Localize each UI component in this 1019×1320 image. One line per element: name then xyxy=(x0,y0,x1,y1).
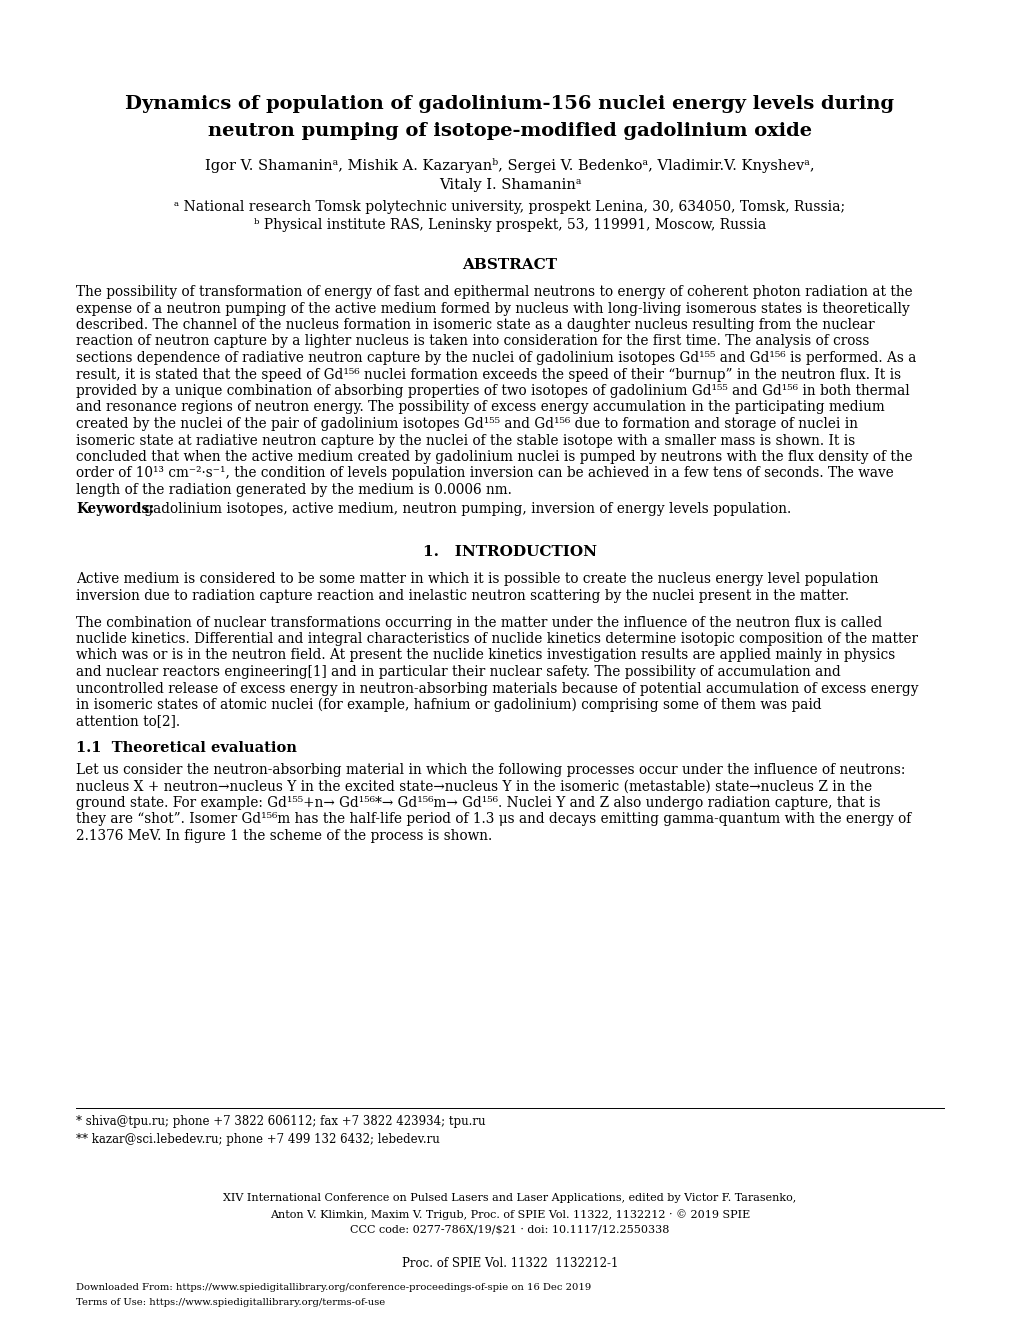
Text: The combination of nuclear transformations occurring in the matter under the inf: The combination of nuclear transformatio… xyxy=(76,615,881,630)
Text: ABSTRACT: ABSTRACT xyxy=(462,257,557,272)
Text: isomeric state at radiative neutron capture by the nuclei of the stable isotope : isomeric state at radiative neutron capt… xyxy=(76,433,854,447)
Text: nuclide kinetics. Differential and integral characteristics of nuclide kinetics : nuclide kinetics. Differential and integ… xyxy=(76,632,917,645)
Text: sections dependence of radiative neutron capture by the nuclei of gadolinium iso: sections dependence of radiative neutron… xyxy=(76,351,915,366)
Text: inversion due to radiation capture reaction and inelastic neutron scattering by : inversion due to radiation capture react… xyxy=(76,589,848,603)
Text: CCC code: 0277-786X/19/$21 · doi: 10.1117/12.2550338: CCC code: 0277-786X/19/$21 · doi: 10.111… xyxy=(350,1225,669,1236)
Text: Downloaded From: https://www.spiedigitallibrary.org/conference-proceedings-of-sp: Downloaded From: https://www.spiedigital… xyxy=(76,1283,591,1292)
Text: described. The channel of the nucleus formation in isomeric state as a daughter : described. The channel of the nucleus fo… xyxy=(76,318,873,333)
Text: Anton V. Klimkin, Maxim V. Trigub, Proc. of SPIE Vol. 11322, 1132212 · © 2019 SP: Anton V. Klimkin, Maxim V. Trigub, Proc.… xyxy=(270,1209,749,1220)
Text: ** kazar@sci.lebedev.ru; phone +7 499 132 6432; lebedev.ru: ** kazar@sci.lebedev.ru; phone +7 499 13… xyxy=(76,1133,439,1146)
Text: in isomeric states of atomic nuclei (for example, hafnium or gadolinium) compris: in isomeric states of atomic nuclei (for… xyxy=(76,698,821,713)
Text: ground state. For example: Gd¹⁵⁵+n→ Gd¹⁵⁶*→ Gd¹⁵⁶m→ Gd¹⁵⁶. Nuclei Y and Z also u: ground state. For example: Gd¹⁵⁵+n→ Gd¹⁵… xyxy=(76,796,879,810)
Text: 1.   INTRODUCTION: 1. INTRODUCTION xyxy=(423,544,596,558)
Text: XIV International Conference on Pulsed Lasers and Laser Applications, edited by : XIV International Conference on Pulsed L… xyxy=(223,1193,796,1203)
Text: The possibility of transformation of energy of fast and epithermal neutrons to e: The possibility of transformation of ene… xyxy=(76,285,912,300)
Text: uncontrolled release of excess energy in neutron-absorbing materials because of : uncontrolled release of excess energy in… xyxy=(76,681,917,696)
Text: attention to[2].: attention to[2]. xyxy=(76,714,180,729)
Text: and resonance regions of neutron energy. The possibility of excess energy accumu: and resonance regions of neutron energy.… xyxy=(76,400,883,414)
Text: created by the nuclei of the pair of gadolinium isotopes Gd¹⁵⁵ and Gd¹⁵⁶ due to : created by the nuclei of the pair of gad… xyxy=(76,417,857,432)
Text: 1.1  Theoretical evaluation: 1.1 Theoretical evaluation xyxy=(76,741,297,755)
Text: they are “shot”. Isomer Gd¹⁵⁶m has the half-life period of 1.3 μs and decays emi: they are “shot”. Isomer Gd¹⁵⁶m has the h… xyxy=(76,813,910,826)
Text: Active medium is considered to be some matter in which it is possible to create : Active medium is considered to be some m… xyxy=(76,573,877,586)
Text: concluded that when the active medium created by gadolinium nuclei is pumped by : concluded that when the active medium cr… xyxy=(76,450,912,465)
Text: neutron pumping of isotope-modified gadolinium oxide: neutron pumping of isotope-modified gado… xyxy=(208,121,811,140)
Text: Keywords:: Keywords: xyxy=(76,503,154,516)
Text: Dynamics of population of gadolinium-156 nuclei energy levels during: Dynamics of population of gadolinium-156… xyxy=(125,95,894,114)
Text: ᵃ National research Tomsk polytechnic university, prospekt Lenina, 30, 634050, T: ᵃ National research Tomsk polytechnic un… xyxy=(174,201,845,214)
Text: ᵇ Physical institute RAS, Leninsky prospekt, 53, 119991, Moscow, Russia: ᵇ Physical institute RAS, Leninsky prosp… xyxy=(254,218,765,232)
Text: and nuclear reactors engineering[1] and in particular their nuclear safety. The : and nuclear reactors engineering[1] and … xyxy=(76,665,840,678)
Text: 2.1376 MeV. In figure 1 the scheme of the process is shown.: 2.1376 MeV. In figure 1 the scheme of th… xyxy=(76,829,492,843)
Text: Terms of Use: https://www.spiedigitallibrary.org/terms-of-use: Terms of Use: https://www.spiedigitallib… xyxy=(76,1298,385,1307)
Text: expense of a neutron pumping of the active medium formed by nucleus with long-li: expense of a neutron pumping of the acti… xyxy=(76,301,909,315)
Text: Igor V. Shamaninᵃ, Mishik A. Kazaryanᵇ, Sergei V. Bedenkoᵃ, Vladimir.V. Knyshevᵃ: Igor V. Shamaninᵃ, Mishik A. Kazaryanᵇ, … xyxy=(205,158,814,173)
Text: gadolinium isotopes, active medium, neutron pumping, inversion of energy levels : gadolinium isotopes, active medium, neut… xyxy=(140,503,791,516)
Text: reaction of neutron capture by a lighter nucleus is taken into consideration for: reaction of neutron capture by a lighter… xyxy=(76,334,868,348)
Text: length of the radiation generated by the medium is 0.0006 nm.: length of the radiation generated by the… xyxy=(76,483,512,498)
Text: result, it is stated that the speed of Gd¹⁵⁶ nuclei formation exceeds the speed : result, it is stated that the speed of G… xyxy=(76,367,900,381)
Text: order of 10¹³ cm⁻²·s⁻¹, the condition of levels population inversion can be achi: order of 10¹³ cm⁻²·s⁻¹, the condition of… xyxy=(76,466,893,480)
Text: Let us consider the neutron-absorbing material in which the following processes : Let us consider the neutron-absorbing ma… xyxy=(76,763,905,777)
Text: Vitaly I. Shamaninᵃ: Vitaly I. Shamaninᵃ xyxy=(438,178,581,191)
Text: which was or is in the neutron field. At present the nuclide kinetics investigat: which was or is in the neutron field. At… xyxy=(76,648,895,663)
Text: nucleus X + neutron→nucleus Y in the excited state→nucleus Y in the isomeric (me: nucleus X + neutron→nucleus Y in the exc… xyxy=(76,780,871,793)
Text: provided by a unique combination of absorbing properties of two isotopes of gado: provided by a unique combination of abso… xyxy=(76,384,909,399)
Text: * shiva@tpu.ru; phone +7 3822 606112; fax +7 3822 423934; tpu.ru: * shiva@tpu.ru; phone +7 3822 606112; fa… xyxy=(76,1115,485,1129)
Text: Proc. of SPIE Vol. 11322  1132212-1: Proc. of SPIE Vol. 11322 1132212-1 xyxy=(401,1257,618,1270)
